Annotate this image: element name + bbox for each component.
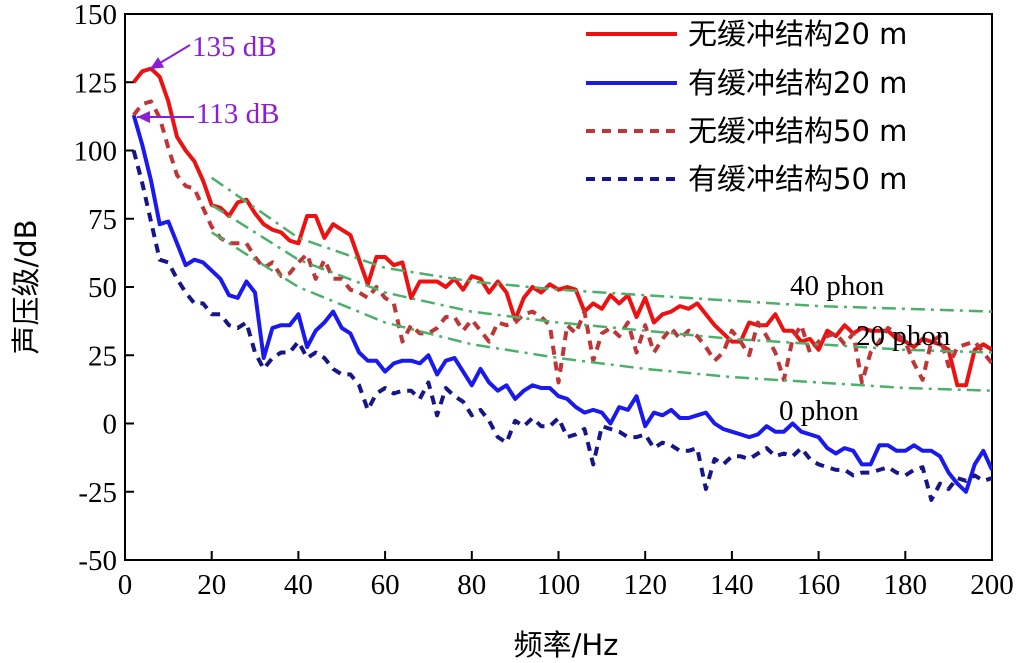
phon-curve-label: 20 phon: [856, 320, 951, 352]
legend-label: 有缓冲结构50 m: [688, 162, 907, 196]
axis-ticks: 0 20 40 60 80 100 120 140 160 180 200 -50 -25 0 25 50 75…: [74, 0, 1014, 601]
series-layer: [131, 66, 992, 502]
x-tick-label: 100: [537, 569, 581, 601]
x-tick-label: 80: [457, 569, 486, 601]
peak-label: 113 dB: [196, 98, 280, 130]
x-axis-label: 频率/Hz: [514, 628, 619, 662]
x-tick-label: 40: [284, 569, 313, 601]
legend-label: 有缓冲结构20 m: [688, 66, 907, 100]
peak-arrow-head: [137, 111, 150, 123]
legend-label: 无缓冲结构20 m: [688, 17, 907, 51]
series-line-6: [211, 231, 992, 392]
y-tick-label: -50: [78, 545, 117, 577]
y-tick-label: 25: [88, 340, 117, 372]
y-tick-label: 125: [74, 67, 118, 99]
x-tick-label: 180: [884, 569, 928, 601]
legend: 无缓冲结构20 m 有缓冲结构20 m 无缓冲结构50 m 有缓冲结构50 m: [586, 17, 907, 196]
x-tick-label: 20: [197, 569, 226, 601]
peak-arrow-head: [150, 57, 165, 69]
y-tick-label: 100: [74, 136, 118, 168]
series-line-5: [211, 204, 992, 354]
x-tick-label: 0: [118, 569, 133, 601]
x-tick-label: 160: [797, 569, 841, 601]
series-line-0: [132, 66, 992, 388]
x-tick-label: 120: [623, 569, 667, 601]
series-line-3: [131, 149, 992, 502]
y-tick-label: 50: [88, 272, 117, 304]
phon-curve-label: 40 phon: [790, 270, 885, 302]
y-tick-label: 75: [88, 204, 117, 236]
y-tick-label: -25: [78, 477, 117, 509]
series-line-1: [131, 114, 992, 494]
x-tick-label: 60: [371, 569, 400, 601]
peak-label: 135 dB: [192, 31, 277, 63]
x-tick-label: 200: [970, 569, 1014, 601]
x-tick-label: 140: [710, 569, 754, 601]
y-axis-label: 声压级/dB: [9, 219, 43, 354]
legend-label: 无缓冲结构50 m: [688, 114, 907, 148]
series-line-2: [132, 99, 992, 385]
y-tick-label: 0: [103, 409, 118, 441]
annotations: 135 dB 113 dB 40 phon 20 phon 0 phon: [137, 31, 951, 427]
phon-curve-label: 0 phon: [779, 395, 859, 427]
y-tick-label: 150: [74, 0, 118, 31]
series-line-4: [210, 176, 992, 313]
